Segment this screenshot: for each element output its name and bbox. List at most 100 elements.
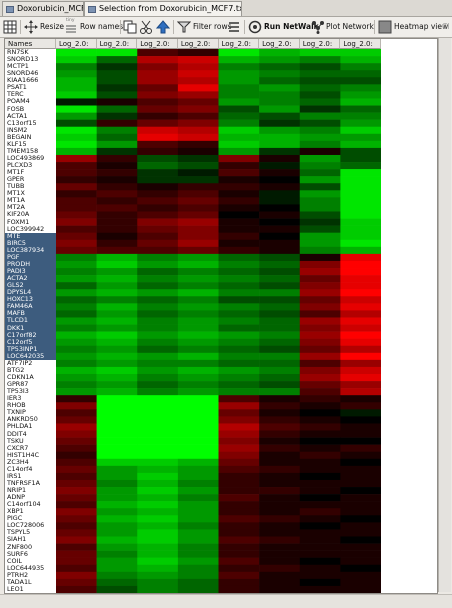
heatmap-cell[interactable] xyxy=(177,77,219,85)
heatmap-cell[interactable] xyxy=(96,84,138,92)
heatmap-cell[interactable] xyxy=(96,204,138,212)
gene-name[interactable]: C14orf104 xyxy=(7,501,41,509)
heatmap-cell[interactable] xyxy=(177,571,219,580)
heatmap-cell[interactable] xyxy=(299,345,341,354)
heatmap-cell[interactable] xyxy=(340,444,381,453)
heatmap-cell[interactable] xyxy=(259,126,301,135)
heatmap-cell[interactable] xyxy=(96,98,138,106)
heatmap-cell[interactable] xyxy=(177,458,219,467)
gene-name[interactable]: RN7SK xyxy=(7,49,29,56)
heatmap-cell[interactable] xyxy=(340,416,381,424)
heatmap-cell[interactable] xyxy=(177,289,219,297)
heatmap-cell[interactable] xyxy=(177,451,219,460)
heatmap-cell[interactable] xyxy=(218,169,260,177)
gene-name[interactable]: CXCR7 xyxy=(7,444,29,452)
heatmap-cell[interactable] xyxy=(218,515,260,523)
heatmap-cell[interactable] xyxy=(177,105,219,113)
column-header[interactable]: Log_2.0: xyxy=(56,39,97,49)
heatmap-cell[interactable] xyxy=(177,190,219,198)
heatmap-cell[interactable] xyxy=(177,303,219,311)
heatmap-cell[interactable] xyxy=(137,479,179,488)
heatmap-cell[interactable] xyxy=(218,487,260,495)
heatmap-cell[interactable] xyxy=(218,239,260,248)
heatmap-cell[interactable] xyxy=(299,112,341,120)
heatmap-cell[interactable] xyxy=(218,70,260,78)
heatmap-cell[interactable] xyxy=(218,183,260,191)
heatmap-cell[interactable] xyxy=(56,338,97,347)
heatmap-cell[interactable] xyxy=(218,557,260,566)
heatmap-cell[interactable] xyxy=(177,126,219,135)
heatmap-cell[interactable] xyxy=(299,585,341,593)
heatmap-cell[interactable] xyxy=(56,275,97,283)
heatmap-cell[interactable] xyxy=(299,536,341,544)
heatmap-cell[interactable] xyxy=(340,437,381,445)
heatmap-cell[interactable] xyxy=(340,585,381,593)
heatmap-cell[interactable] xyxy=(96,133,138,142)
heatmap-cell[interactable] xyxy=(259,437,301,445)
heatmap-cell[interactable] xyxy=(96,479,138,488)
heatmap-cell[interactable] xyxy=(340,268,381,276)
gene-name[interactable]: MT1F xyxy=(7,169,25,177)
heatmap-cell[interactable] xyxy=(218,275,260,283)
heatmap-cell[interactable] xyxy=(137,140,179,149)
heatmap-cell[interactable] xyxy=(340,70,381,78)
heatmap-cell[interactable] xyxy=(218,112,260,120)
heatmap-cell[interactable] xyxy=(137,373,179,382)
heatmap-cell[interactable] xyxy=(259,246,301,255)
gene-name[interactable]: POAM4 xyxy=(7,98,30,106)
gene-name[interactable]: TSKU xyxy=(7,437,24,445)
heatmap-cell[interactable] xyxy=(340,162,381,170)
heatmap-cell[interactable] xyxy=(177,416,219,424)
heatmap-cell[interactable] xyxy=(340,154,381,163)
heatmap-cell[interactable] xyxy=(137,218,179,226)
heatmap-cell[interactable] xyxy=(340,211,381,219)
heatmap-cell[interactable] xyxy=(177,494,219,502)
heatmap-cell[interactable] xyxy=(299,381,341,389)
heatmap-cell[interactable] xyxy=(299,557,341,566)
heatmap-cell[interactable] xyxy=(340,91,381,99)
heatmap-cell[interactable] xyxy=(259,564,301,573)
heatmap-cell[interactable] xyxy=(259,479,301,488)
heatmap-cell[interactable] xyxy=(177,162,219,170)
heatmap-cell[interactable] xyxy=(340,487,381,495)
heatmap-cell[interactable] xyxy=(299,501,341,509)
heatmap-cell[interactable] xyxy=(177,529,219,537)
heatmap-cell[interactable] xyxy=(299,310,341,318)
heatmap-cell[interactable] xyxy=(259,529,301,537)
heatmap-cell[interactable] xyxy=(340,451,381,460)
heatmap-cell[interactable] xyxy=(340,63,381,71)
heatmap-cell[interactable] xyxy=(299,77,341,85)
gene-name[interactable]: ANKRD50 xyxy=(7,416,38,424)
heatmap-cell[interactable] xyxy=(259,260,301,269)
heatmap-cell[interactable] xyxy=(340,282,381,290)
heatmap-cell[interactable] xyxy=(218,260,260,269)
heatmap-cell[interactable] xyxy=(299,458,341,467)
heatmap-cell[interactable] xyxy=(56,77,97,85)
heatmap-cell[interactable] xyxy=(340,232,381,241)
heatmap-cell[interactable] xyxy=(137,260,179,269)
heatmap-cell[interactable] xyxy=(96,373,138,382)
heatmap-cell[interactable] xyxy=(96,218,138,226)
heatmap-cell[interactable] xyxy=(177,133,219,142)
heatmap-cell[interactable] xyxy=(137,501,179,509)
heatmap-cell[interactable] xyxy=(218,338,260,347)
heatmap-cell[interactable] xyxy=(137,296,179,304)
heatmap-cell[interactable] xyxy=(218,381,260,389)
heatmap-cell[interactable] xyxy=(177,501,219,509)
heatmap-cell[interactable] xyxy=(259,204,301,212)
gene-name[interactable]: PLCXD3 xyxy=(7,162,33,170)
column-header[interactable]: Log_2.0: xyxy=(259,39,300,49)
heatmap-cell[interactable] xyxy=(56,119,97,128)
heatmap-cell[interactable] xyxy=(259,289,301,297)
heatmap-cell[interactable] xyxy=(177,246,219,255)
gene-name[interactable]: SURF6 xyxy=(7,550,28,558)
row-names-button[interactable]: Row names xyxy=(80,22,124,31)
heatmap-cell[interactable] xyxy=(177,183,219,191)
heatmap-cell[interactable] xyxy=(299,126,341,135)
heatmap-cell[interactable] xyxy=(56,409,97,417)
heatmap-cell[interactable] xyxy=(137,77,179,85)
heatmap-cell[interactable] xyxy=(259,515,301,523)
heatmap-cell[interactable] xyxy=(218,529,260,537)
heatmap-cell[interactable] xyxy=(218,437,260,445)
heatmap-cell[interactable] xyxy=(340,536,381,544)
